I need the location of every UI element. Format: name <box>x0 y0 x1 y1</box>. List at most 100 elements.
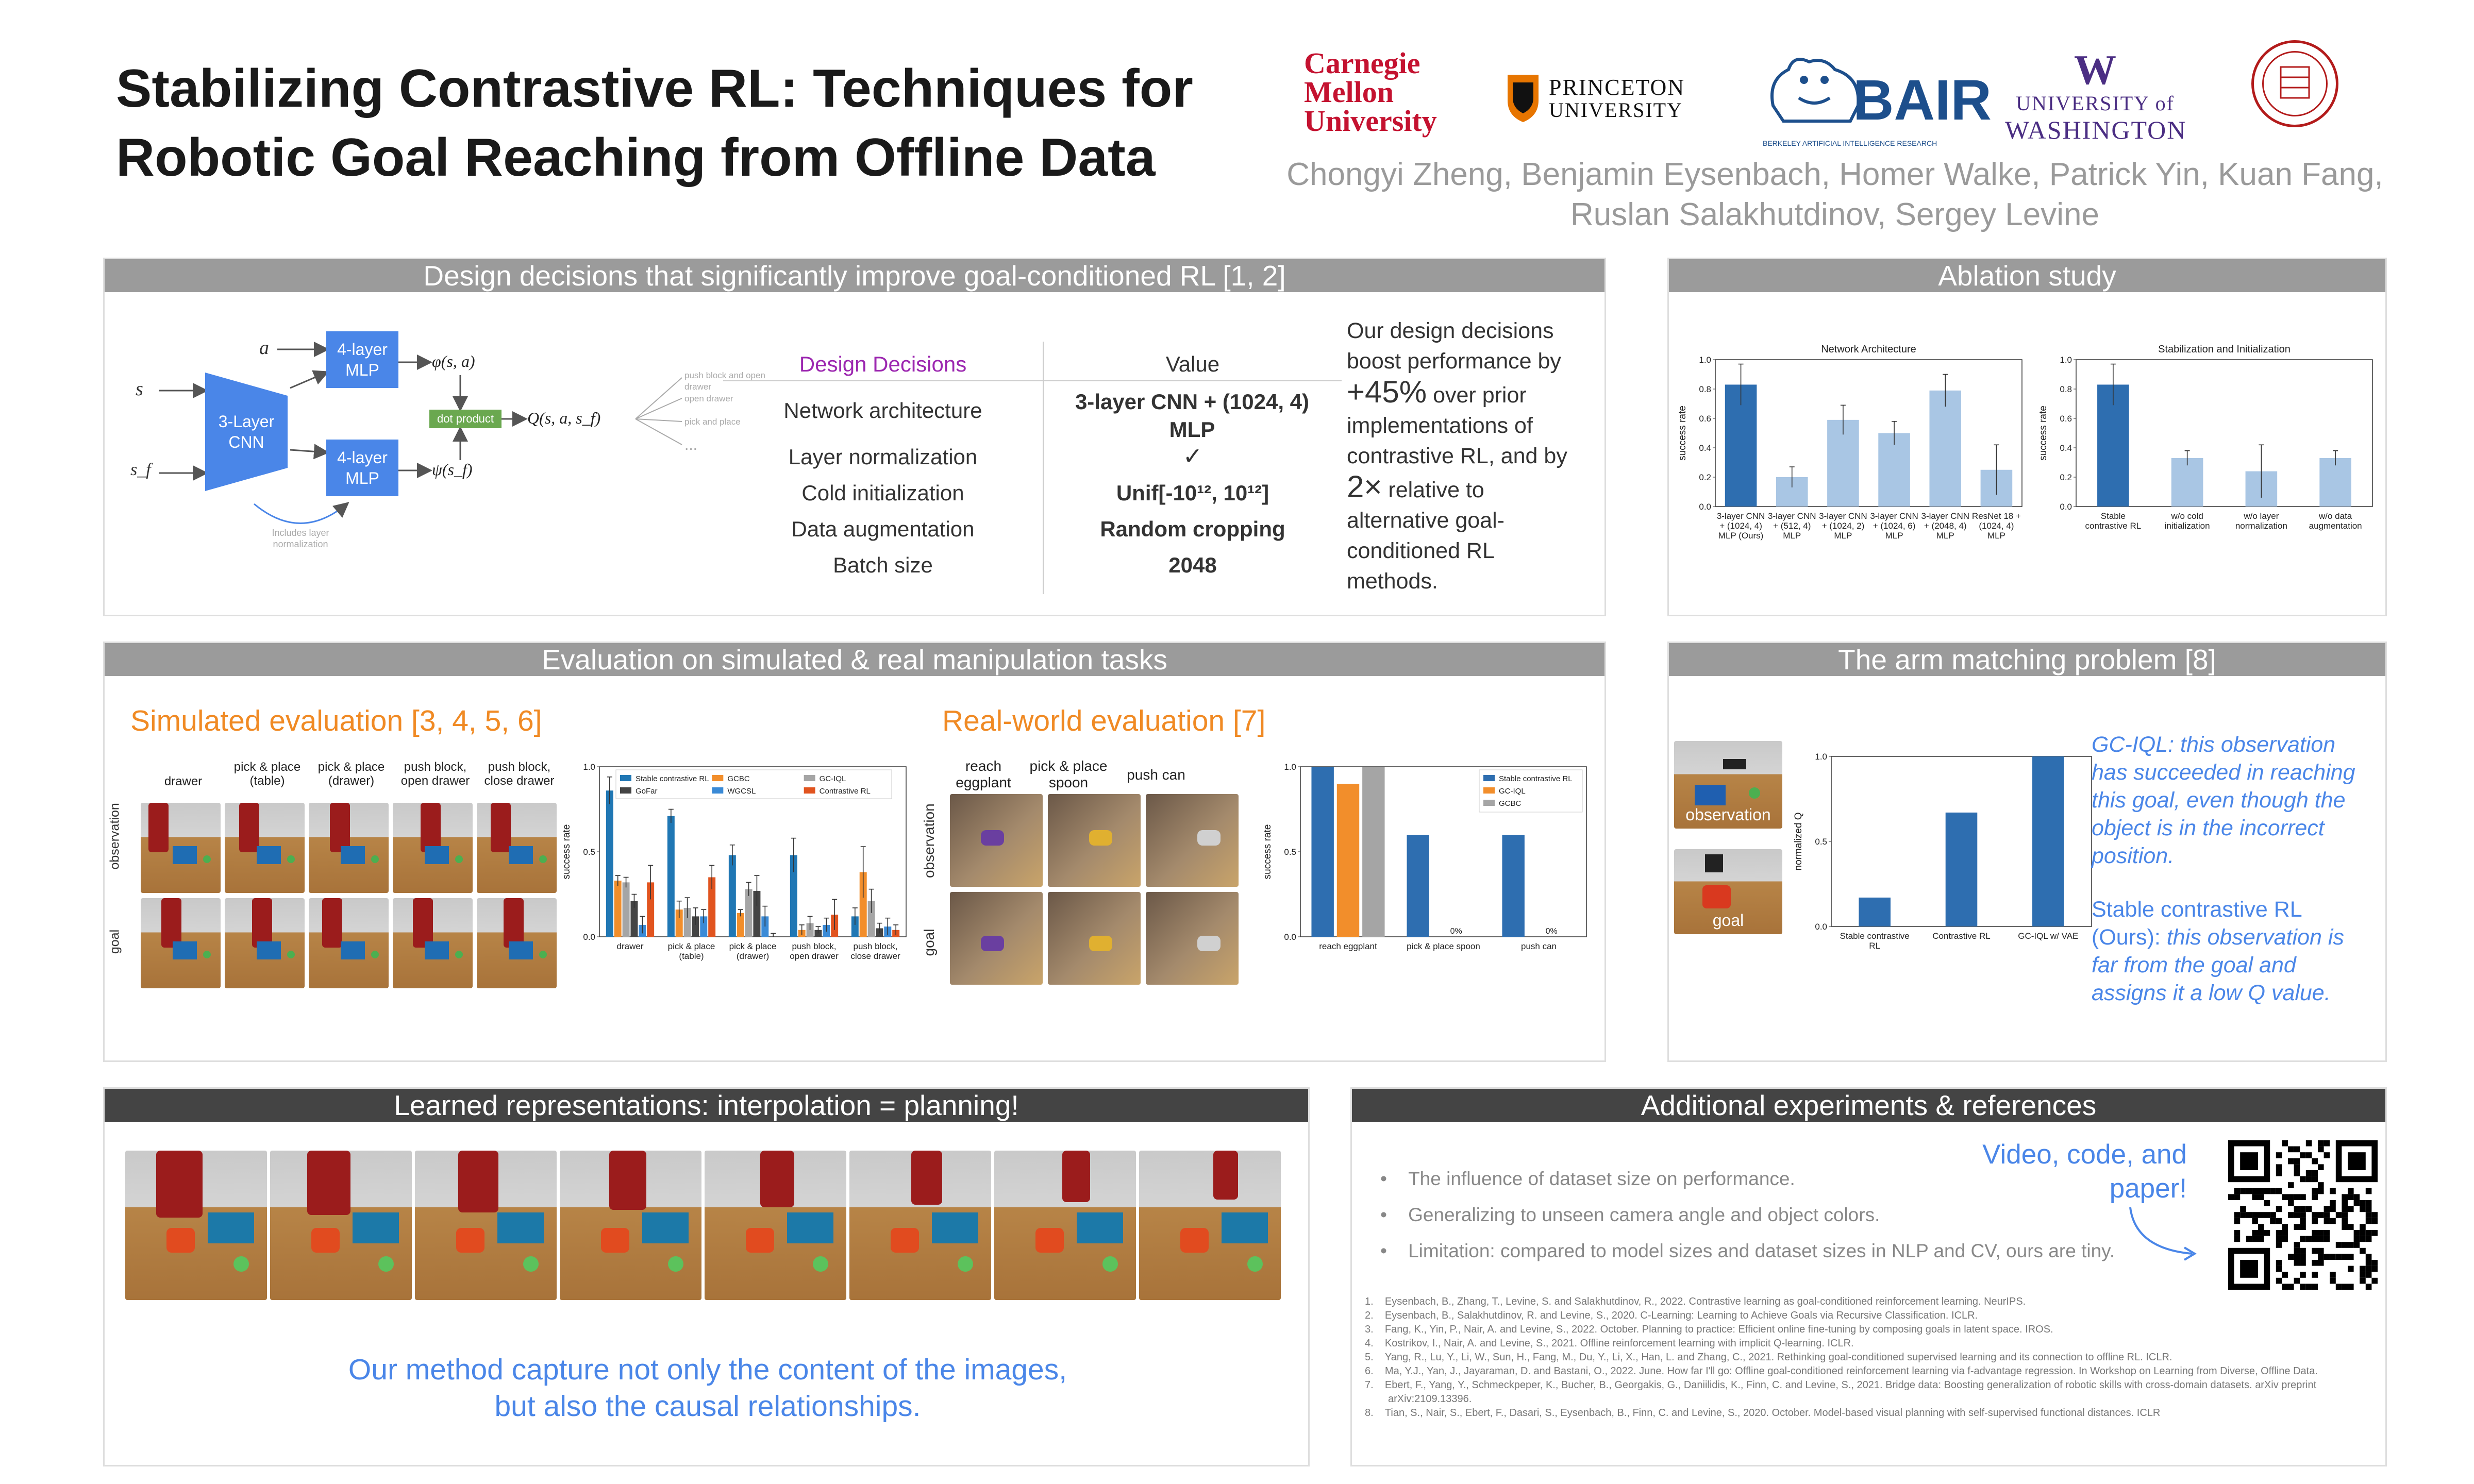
x-tick-label: pick & place (drawer) <box>729 941 777 961</box>
blue-drawer <box>642 1212 689 1243</box>
sim-col-label: push block, open drawer <box>400 760 470 788</box>
qr-module <box>2312 1176 2318 1183</box>
table-row-key: Cold initialization <box>801 481 964 505</box>
normalized-q-chart: normalized Q 0.0 0.5 1.0 Stable contrastive R… <box>1793 752 2092 951</box>
references-list: 1. Eysenbach, B., Zhang, T., Levine, S. … <box>1365 1295 2365 1420</box>
table-row-value: 2048 <box>1168 553 1217 577</box>
bar <box>2032 756 2064 926</box>
green-ball <box>1102 1256 1118 1272</box>
qr-module <box>2360 1277 2366 1284</box>
cnn-label-line-2: CNN <box>228 433 264 451</box>
x-tick-label: push can <box>1521 941 1557 951</box>
qr-module <box>2312 1236 2318 1242</box>
qr-module <box>2270 1212 2276 1218</box>
x-tick-label: w/o layer normalization <box>2235 511 2287 531</box>
real-col-label: reach eggplant <box>956 758 1011 790</box>
bar <box>1945 812 1978 926</box>
bullet-list: • The influence of dataset size on perfo… <box>1380 1161 2153 1269</box>
qr-module <box>2294 1164 2300 1170</box>
x-tick-label: 3-layer CNN + (2048, 4) MLP <box>1921 511 1969 541</box>
mlp-top-line-1: 4-layer <box>337 340 388 359</box>
qr-module <box>2323 1230 2330 1236</box>
x-tick-label: pick & place (table) <box>668 941 715 961</box>
x-tick-label: 3-layer CNN + (1024, 4) MLP (Ours) <box>1717 511 1765 541</box>
qr-module <box>2318 1188 2324 1194</box>
y-axis-label: success rate <box>2038 406 2049 461</box>
qr-finder-core <box>2240 1152 2258 1170</box>
design-table: Design Decisions Value Network architect… <box>723 342 1342 594</box>
zero-label: 0% <box>1450 927 1462 936</box>
blue-block <box>509 941 533 959</box>
qr-module <box>2323 1236 2330 1242</box>
layernorm-note: Includes layer normalization <box>254 527 347 550</box>
y-tick-label: 1.0 <box>1699 355 1711 365</box>
qr-module <box>2305 1176 2312 1183</box>
qr-code[interactable] <box>2228 1140 2378 1290</box>
goal-label: goal <box>1712 911 1744 930</box>
red-object <box>891 1228 919 1253</box>
qr-module <box>2342 1206 2348 1212</box>
qr-module <box>2234 1230 2241 1236</box>
qr-module <box>2276 1260 2282 1266</box>
video-link-text[interactable]: Video, code, and paper! <box>1982 1139 2187 1204</box>
arm-matching-panel: The arm matching problem [8] observation… <box>1667 642 2387 1062</box>
qr-module <box>2276 1236 2282 1242</box>
ablation-header: Ablation study <box>1669 259 2385 292</box>
qr-module <box>2270 1188 2276 1194</box>
qr-module <box>2312 1272 2318 1278</box>
qr-module <box>2252 1188 2258 1194</box>
qr-module <box>2371 1260 2378 1266</box>
robot-arm <box>1062 1151 1090 1202</box>
input-sf-label: s_f <box>130 460 151 479</box>
y-axis-label: success rate <box>561 824 572 880</box>
red-object <box>456 1228 484 1253</box>
cmu-logo-line-2: Mellon <box>1304 75 1394 109</box>
qr-module <box>2365 1284 2372 1290</box>
qr-module <box>2312 1188 2318 1194</box>
red-object <box>1180 1228 1209 1253</box>
qr-module <box>2312 1284 2318 1290</box>
bar <box>867 901 875 937</box>
qr-module <box>2228 1194 2234 1200</box>
interpolation-frame <box>1139 1151 1281 1300</box>
qr-module <box>2264 1212 2270 1218</box>
qr-module <box>2264 1200 2270 1206</box>
real-eval-chart: success rate 0.0 0.5 1.0 0% 0% reach eggplant p… <box>1262 762 1587 951</box>
qr-module <box>2288 1212 2294 1218</box>
legend-label: Stable contrastive RL <box>1499 774 1573 783</box>
qr-module <box>2371 1230 2378 1236</box>
qr-module <box>2318 1230 2324 1236</box>
qr-module <box>2323 1254 2330 1260</box>
gciql-explanation: GC-IQL: this observation has succeeded i… <box>2092 732 2355 868</box>
qr-module <box>2330 1206 2336 1212</box>
mlp-bottom-box: 4-layer MLP <box>326 440 398 496</box>
y-tick-label: 0.5 <box>1815 837 1827 847</box>
qr-module <box>2348 1254 2354 1260</box>
uw-logo-line-1: UNIVERSITY of <box>2016 92 2175 115</box>
bar <box>692 916 699 937</box>
reference-item: 3. Fang, K., Yin, P., Nair, A. and Levin… <box>1365 1324 2053 1335</box>
qr-module <box>2365 1254 2372 1260</box>
authors: Chongyi Zheng, Benjamin Eysenbach, Homer… <box>1273 155 2397 235</box>
qr-module <box>2300 1247 2306 1254</box>
bair-logo-subtitle: BERKELEY ARTIFICIAL INTELLIGENCE RESEARC… <box>1763 139 1937 147</box>
qr-module <box>2252 1230 2258 1236</box>
qr-module <box>2300 1152 2306 1158</box>
qr-module <box>2330 1272 2336 1278</box>
green-ball <box>378 1256 394 1272</box>
legend-swatch <box>1483 787 1495 794</box>
bullet-item: • Generalizing to unseen camera angle an… <box>1380 1204 1880 1225</box>
green-ball <box>455 855 463 863</box>
object <box>1197 936 1221 951</box>
bar <box>814 930 822 937</box>
qr-module <box>2312 1158 2318 1165</box>
qr-module <box>2234 1218 2241 1224</box>
interpolation-frame <box>849 1151 991 1300</box>
qr-finder-core <box>2240 1260 2258 1278</box>
robot-arm <box>239 803 259 853</box>
blue-block <box>509 846 533 864</box>
qr-module <box>2342 1254 2348 1260</box>
y-tick-label: 1.0 <box>583 762 595 772</box>
mlp-top-line-2: MLP <box>345 361 379 379</box>
robot-arm <box>322 898 342 948</box>
